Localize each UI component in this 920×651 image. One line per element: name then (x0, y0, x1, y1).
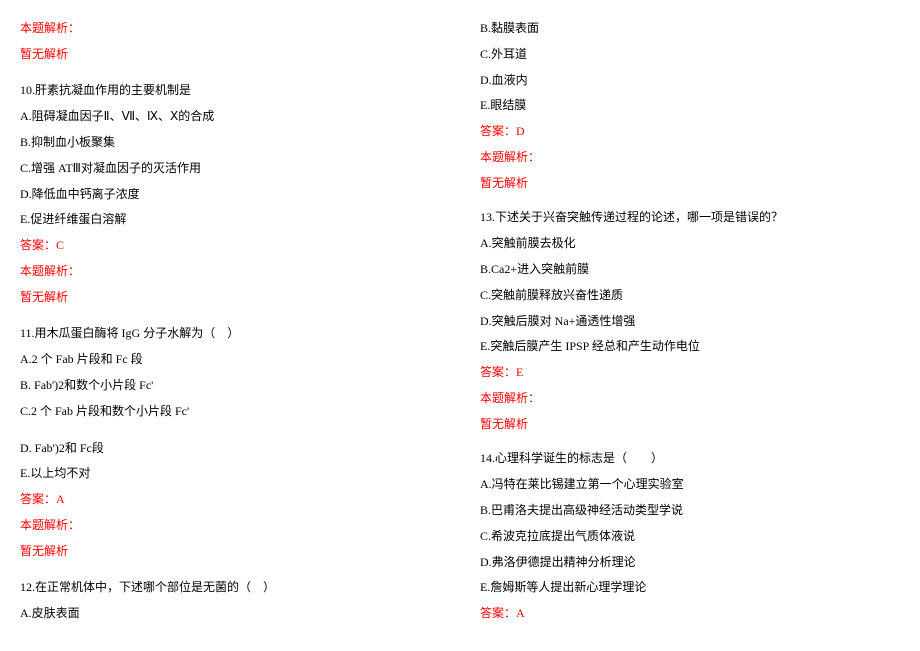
exam-page: 本题解析： 暂无解析 10.肝素抗凝血作用的主要机制是 A.阻碍凝血因子Ⅱ、Ⅶ、… (0, 0, 920, 651)
q14-opt-d: D.弗洛伊德提出精神分析理论 (480, 554, 890, 571)
q11-opt-b-pre: B. (20, 378, 31, 392)
q14-opt-a: A.冯特在莱比锡建立第一个心理实验室 (480, 476, 890, 493)
q12-analysis-label: 本题解析： (480, 149, 890, 166)
no-analysis: 暂无解析 (20, 46, 430, 63)
q13-opt-d: D.突触后膜对 Na+通透性增强 (480, 313, 890, 330)
q14-opt-b: B.巴甫洛夫提出高级神经活动类型学说 (480, 502, 890, 519)
left-column: 本题解析： 暂无解析 10.肝素抗凝血作用的主要机制是 A.阻碍凝血因子Ⅱ、Ⅶ、… (0, 0, 460, 651)
q11-opt-a: A.2 个 Fab 片段和 Fc 段 (20, 351, 430, 368)
spacer (20, 569, 430, 580)
analysis-label: 本题解析： (20, 20, 430, 37)
q11-opt-d-pre: D. (20, 441, 32, 455)
q11-analysis-label: 本题解析： (20, 517, 430, 534)
q13-opt-e: E.突触后膜产生 IPSP 经总和产生动作电位 (480, 338, 890, 355)
q10-opt-a: A.阻碍凝血因子Ⅱ、Ⅶ、Ⅸ、Ⅹ的合成 (20, 108, 430, 125)
q11-opt-b-main: Fab')2和数个小片段 Fc' (34, 378, 153, 392)
q13-opt-c: C.突触前膜释放兴奋性递质 (480, 287, 890, 304)
q11-stem: 11.用木瓜蛋白酶将 IgG 分子水解为（ ） (20, 325, 430, 342)
right-column: B.黏膜表面 C.外耳道 D.血液内 E.眼结膜 答案：D 本题解析： 暂无解析… (460, 0, 920, 651)
q12-opt-c: C.外耳道 (480, 46, 890, 63)
spacer (20, 72, 430, 83)
q10-opt-e: E.促进纤维蛋白溶解 (20, 211, 430, 228)
q12-no-analysis: 暂无解析 (480, 175, 890, 192)
q14-stem: 14.心理科学诞生的标志是（ ） (480, 450, 890, 467)
spacer (480, 442, 890, 451)
q11-opt-d: D. Fab')2和 Fc段 (20, 440, 430, 457)
q11-opt-d-main: Fab')2和 Fc段 (35, 441, 104, 455)
q13-stem: 13.下述关于兴奋突触传递过程的论述，哪一项是错误的？ (480, 209, 890, 226)
q13-opt-a: A.突触前膜去极化 (480, 235, 890, 252)
q10-opt-c: C.增强 ATⅢ对凝血因子的灭活作用 (20, 160, 430, 177)
q10-opt-b: B.抑制血小板聚集 (20, 134, 430, 151)
q11-opt-e: E.以上均不对 (20, 465, 430, 482)
q14-opt-e: E.詹姆斯等人提出新心理学理论 (480, 579, 890, 596)
q12-stem: 12.在正常机体中，下述哪个部位是无菌的（ ） (20, 579, 430, 596)
q10-stem: 10.肝素抗凝血作用的主要机制是 (20, 82, 430, 99)
q11-opt-b: B. Fab')2和数个小片段 Fc' (20, 377, 430, 394)
q13-no-analysis: 暂无解析 (480, 416, 890, 433)
q11-no-analysis: 暂无解析 (20, 543, 430, 560)
q13-opt-b: B.Ca2+进入突触前膜 (480, 261, 890, 278)
q10-analysis-label: 本题解析： (20, 263, 430, 280)
q14-answer: 答案：A (480, 605, 890, 622)
q11-opt-c: C.2 个 Fab 片段和数个小片段 Fc' (20, 403, 430, 420)
q13-answer: 答案：E (480, 364, 890, 381)
q12-opt-e: E.眼结膜 (480, 97, 890, 114)
spacer (20, 429, 430, 440)
q11-answer: 答案：A (20, 491, 430, 508)
q13-analysis-label: 本题解析： (480, 390, 890, 407)
q10-opt-d: D.降低血中钙离子浓度 (20, 186, 430, 203)
q10-answer: 答案：C (20, 237, 430, 254)
q12-answer: 答案：D (480, 123, 890, 140)
spacer (480, 201, 890, 210)
spacer (20, 315, 430, 326)
q14-opt-c: C.希波克拉底提出气质体液说 (480, 528, 890, 545)
q12-opt-a: A.皮肤表面 (20, 605, 430, 622)
q12-opt-d: D.血液内 (480, 72, 890, 89)
q12-opt-b: B.黏膜表面 (480, 20, 890, 37)
q10-no-analysis: 暂无解析 (20, 289, 430, 306)
